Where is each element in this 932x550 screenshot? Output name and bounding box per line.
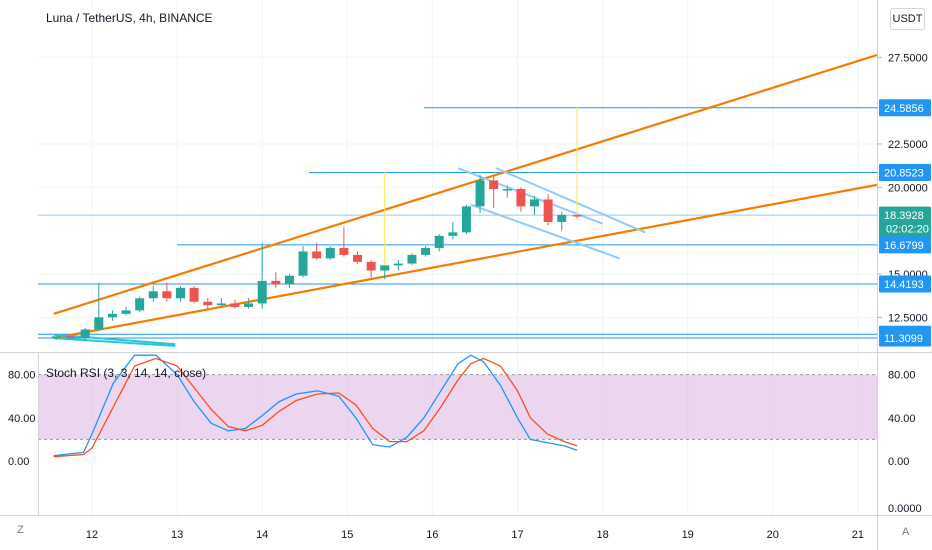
candles [51, 107, 582, 340]
candle-body [94, 317, 104, 330]
candle-body [353, 254, 363, 262]
osc-tick-label-left: 80.00 [8, 370, 36, 382]
stoch-rsi-band [38, 374, 877, 440]
candle-body [176, 287, 186, 299]
candle-body [366, 261, 376, 271]
candle-body [65, 336, 75, 339]
price-label-box [879, 164, 931, 182]
candle-body [135, 298, 145, 311]
price-label: 20.8523 [884, 168, 924, 180]
price-label-box [879, 99, 931, 117]
candle-body [216, 303, 226, 306]
candle-body [271, 280, 281, 285]
chart-title: Luna / TetherUS, 4h, BINANCE [46, 11, 213, 25]
horizontal-levels [38, 107, 877, 339]
candle-body [244, 303, 254, 307]
candle-body [502, 189, 512, 191]
candle-body [230, 303, 240, 307]
x-tick-label: 17 [511, 529, 523, 541]
price-label-box [879, 206, 931, 238]
candle-body [448, 232, 458, 236]
y-tick-label: 27.5000 [888, 52, 928, 64]
x-tick-label: 20 [767, 529, 779, 541]
price-label: 11.3099 [884, 333, 923, 345]
candle-body [489, 180, 499, 190]
auto-scale-a-button[interactable]: A [902, 526, 910, 538]
candle-body [461, 206, 471, 233]
y-tick-label: 20.0000 [888, 182, 928, 194]
x-tick-label: 18 [596, 529, 608, 541]
x-tick-label: 21 [852, 529, 864, 541]
price-label-box [879, 275, 931, 293]
candle-body [298, 251, 308, 276]
candle-body [543, 199, 553, 222]
candle-body [434, 235, 444, 248]
candle-body [121, 310, 131, 314]
candle-body [189, 287, 199, 302]
stoch-rsi-line [53, 354, 578, 457]
price-label: 18.3928 [884, 210, 924, 222]
candle-body [162, 291, 172, 299]
x-tick-label: 14 [256, 529, 268, 541]
x-tick-label: 19 [682, 529, 694, 541]
overbought-oversold-band [38, 374, 877, 440]
y-tick-label: 12.5000 [888, 312, 928, 324]
channel-line [470, 203, 620, 260]
candle-body [421, 247, 431, 255]
osc-tick-label-left: 0.00 [8, 456, 29, 468]
y-tick-label: 22.5000 [888, 139, 928, 151]
price-label-box [879, 236, 931, 254]
candle-body [339, 247, 349, 255]
candle-body [80, 329, 90, 339]
candle-body [148, 291, 158, 299]
candle-body [530, 199, 540, 207]
price-label: 14.4193 [884, 279, 924, 291]
auto-scale-z-button[interactable]: Z [17, 524, 24, 536]
price-label-box [879, 329, 931, 347]
candle-body [475, 180, 485, 207]
trend-line [53, 183, 877, 340]
candle-body [107, 313, 117, 318]
candle-body [203, 301, 213, 306]
stoch-rsi-line [53, 357, 578, 458]
wedge-line [53, 337, 176, 347]
candle-body [557, 215, 567, 222]
stoch-rsi-lines [53, 354, 578, 458]
osc-tick-label-left: 40.00 [8, 413, 36, 425]
candle-body [257, 280, 267, 304]
candle-body [516, 189, 526, 207]
osc-tick-label-right: 0.00 [888, 456, 909, 468]
candle-body [312, 251, 322, 259]
candle-body [325, 247, 335, 259]
wedge-line [53, 333, 176, 346]
x-tick-label: 15 [341, 529, 353, 541]
osc-tick-label-right: 40.00 [888, 413, 916, 425]
x-tick-label: 13 [171, 529, 183, 541]
candle-body [407, 254, 417, 264]
currency-button[interactable]: USDT [890, 8, 925, 30]
candle-body [51, 336, 61, 339]
price-label: 16.6799 [884, 240, 924, 252]
countdown-label: 02:02:20 [886, 224, 929, 236]
trend-lines [53, 53, 877, 347]
candle-body [380, 265, 390, 271]
osc-tick-label-right: 0.0000 [888, 503, 922, 515]
candle-body [393, 263, 403, 266]
x-tick-label: 12 [86, 529, 98, 541]
price-label: 24.5856 [884, 103, 924, 115]
channel-line [495, 167, 646, 234]
candle-body [284, 275, 294, 285]
trend-line [53, 53, 877, 315]
osc-tick-label-right: 80.00 [888, 370, 916, 382]
indicator-label[interactable]: Stoch RSI (3, 3, 14, 14, close) [46, 366, 207, 380]
channel-line [457, 167, 603, 225]
x-tick-label: 16 [426, 529, 438, 541]
candle-body [572, 215, 582, 217]
